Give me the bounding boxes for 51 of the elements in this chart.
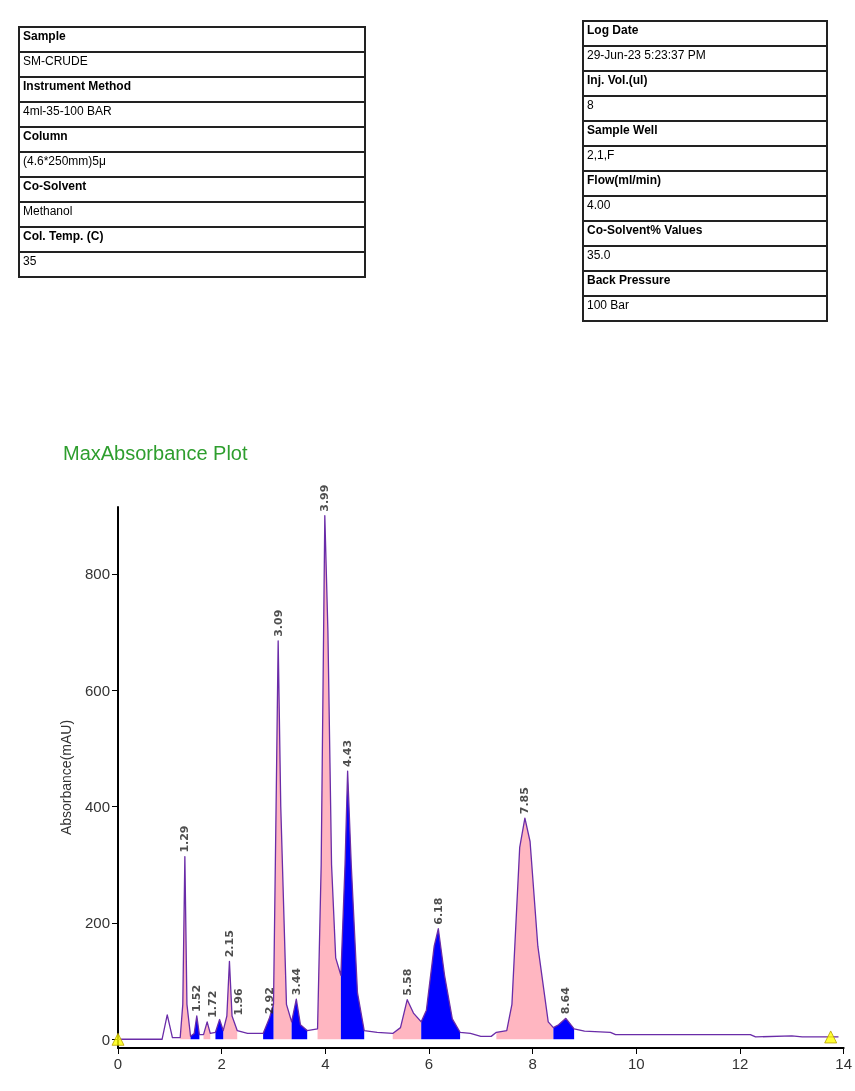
annotation: 3.09 [271, 609, 285, 637]
text: 4.00 [583, 196, 827, 221]
y-tick-label: 800 [84, 565, 110, 583]
x-tick-label: 10 [627, 1055, 645, 1072]
y-tick-label: 200 [84, 914, 110, 932]
annotation: 1.29 [178, 825, 192, 853]
x-tick-label: 12 [731, 1055, 749, 1072]
text: 2,1,F [583, 146, 827, 171]
text: Sample Well [583, 121, 827, 146]
text: 100 Bar [583, 296, 827, 321]
text: Inj. Vol.(ul) [583, 71, 827, 96]
text: 8 [583, 96, 827, 121]
text: Log Date [583, 21, 827, 46]
annotation: 7.85 [518, 787, 532, 815]
text: Methanol [19, 202, 365, 227]
x-tick-label: 0 [113, 1055, 123, 1072]
annotation: 3.44 [289, 967, 303, 996]
text: Back Pressure [583, 271, 827, 296]
annotation: 6.18 [431, 897, 445, 925]
annotation: 2.92 [262, 987, 276, 1015]
annotation: 4.43 [341, 739, 355, 768]
text: 35 [19, 252, 365, 277]
text: Instrument Method [19, 77, 365, 102]
annotation: 3.99 [318, 484, 332, 512]
text: 35.0 [583, 246, 827, 271]
text: Flow(ml/min) [583, 171, 827, 196]
x-tick-label: 2 [217, 1055, 226, 1072]
text: SM-CRUDE [19, 52, 365, 77]
text: Col. Temp. (C) [19, 227, 365, 252]
y-axis-title: Absorbance(mAU) [58, 719, 74, 836]
annotation: 1.52 [190, 984, 204, 1013]
annotation: 8.64 [559, 986, 573, 1015]
x-tick-label: 6 [424, 1055, 434, 1072]
text: Sample [19, 27, 365, 52]
annotation: 1.72 [205, 990, 219, 1018]
chart-title: MaxAbsorbance Plot [63, 442, 248, 464]
text: Co-Solvent [19, 177, 365, 202]
text: (4.6*250mm)5μ [19, 152, 365, 177]
y-tick-label: 0 [101, 1030, 110, 1048]
annotation: 5.58 [400, 968, 414, 996]
text: Co-Solvent% Values [583, 221, 827, 246]
annotation: 1.96 [231, 988, 245, 1016]
annotation: 2.15 [222, 930, 236, 958]
text: Column [19, 127, 365, 152]
y-tick-label: 400 [84, 798, 110, 816]
text: 29-Jun-23 5:23:37 PM [583, 46, 827, 71]
text: 4ml-35-100 BAR [19, 102, 365, 127]
x-tick-label: 14 [835, 1055, 852, 1072]
x-tick-label: 4 [321, 1055, 330, 1072]
y-tick-label: 600 [84, 681, 110, 699]
x-tick-label: 8 [528, 1055, 537, 1072]
